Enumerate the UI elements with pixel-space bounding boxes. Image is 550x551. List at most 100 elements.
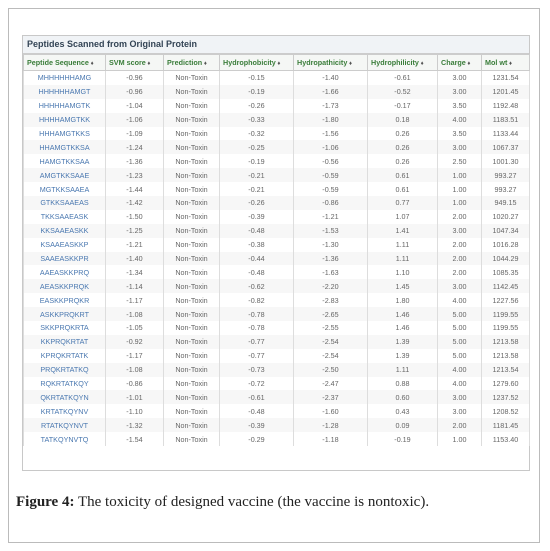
table-row: TKKSAAEASK -1.50 Non-Toxin -0.39 -1.21 1.07 2.… (23, 209, 530, 224)
table-cell: 5.00 (437, 307, 482, 322)
table-cell: Non-Toxin (163, 390, 220, 405)
table-cell: 3.00 (437, 279, 482, 294)
table-cell: 1237.52 (481, 390, 530, 405)
table-cell: 1213.58 (481, 334, 530, 349)
column-header[interactable]: Hydropathicity (293, 54, 368, 71)
table-cell: 1044.29 (481, 251, 530, 266)
column-header[interactable]: Charge (437, 54, 482, 71)
table-cell: 0.61 (367, 182, 438, 197)
table-cell: -1.80 (293, 112, 368, 127)
table-cell: 0.61 (367, 168, 438, 183)
table-cell: -1.54 (105, 432, 164, 447)
table-cell: 1213.54 (481, 362, 530, 377)
table-cell: -0.44 (219, 251, 294, 266)
table-cell: -1.06 (293, 140, 368, 155)
table-cell: -1.60 (293, 404, 368, 419)
table-cell: 0.09 (367, 418, 438, 433)
table-cell: 1.46 (367, 307, 438, 322)
table-row: HHHAMGTKKS -1.09 Non-Toxin -0.32 -1.56 0.26 3.… (23, 126, 530, 141)
table-row: AEASKKPRQK -1.14 Non-Toxin -0.62 -2.20 1.45 3.… (23, 279, 530, 294)
data-table: Peptide SequenceSVM scorePredictionHydro… (23, 54, 530, 447)
column-header[interactable]: Hydrophobicity (219, 54, 294, 71)
table-cell: -0.19 (219, 84, 294, 99)
table-cell: 4.00 (437, 112, 482, 127)
table-cell: 1020.27 (481, 209, 530, 224)
table-cell: -0.77 (219, 348, 294, 363)
peptide-cell: HAMGTKKSAA (23, 154, 106, 169)
table-cell: -0.86 (105, 376, 164, 391)
table-row: HAMGTKKSAA -1.36 Non-Toxin -0.19 -0.56 0.26 2.… (23, 154, 530, 169)
table-cell: 1183.51 (481, 112, 530, 127)
table-cell: Non-Toxin (163, 362, 220, 377)
table-cell: 3.00 (437, 223, 482, 238)
table-cell: -1.14 (105, 279, 164, 294)
table-cell: Non-Toxin (163, 307, 220, 322)
table-cell: 3.00 (437, 404, 482, 419)
table-row: GTKKSAAEAS -1.42 Non-Toxin -0.26 -0.86 0.77 1.… (23, 196, 530, 210)
table-cell: -0.96 (105, 84, 164, 99)
table-cell: 1.00 (437, 168, 482, 183)
table-cell: 993.27 (481, 168, 530, 183)
peptide-cell: HHHAMGTKKS (23, 126, 106, 141)
peptide-cell: KKSAAEASKK (23, 223, 106, 238)
table-cell: 1192.48 (481, 98, 530, 113)
column-header[interactable]: Mol wt (481, 54, 530, 71)
table-cell: 4.00 (437, 293, 482, 308)
table-cell: -0.52 (367, 84, 438, 99)
table-cell: -1.21 (105, 237, 164, 252)
table-panel: Peptides Scanned from Original Protein P… (22, 35, 530, 471)
table-cell: -0.62 (219, 279, 294, 294)
table-cell: -1.24 (105, 140, 164, 155)
column-header[interactable]: Hydrophilicity (367, 54, 438, 71)
table-cell: -1.06 (105, 112, 164, 127)
table-cell: -0.86 (293, 196, 368, 210)
table-cell: -1.36 (293, 251, 368, 266)
table-cell: 1.11 (367, 237, 438, 252)
table-cell: Non-Toxin (163, 348, 220, 363)
table-cell: 1.41 (367, 223, 438, 238)
table-cell: -2.54 (293, 334, 368, 349)
table-cell: 2.00 (437, 237, 482, 252)
table-cell: 3.00 (437, 70, 482, 85)
table-cell: Non-Toxin (163, 112, 220, 127)
table-cell: -1.08 (105, 362, 164, 377)
table-row: KSAAEASKKP -1.21 Non-Toxin -0.38 -1.30 1.11 2.… (23, 237, 530, 252)
table-cell: -0.25 (219, 140, 294, 155)
table-cell: 1.39 (367, 348, 438, 363)
table-cell: 2.00 (437, 265, 482, 280)
table-row: HHHHHHAMGT -0.96 Non-Toxin -0.19 -1.66 -0.52 3… (23, 84, 530, 99)
table-cell: 949.15 (481, 196, 530, 210)
table-cell: 1.00 (437, 196, 482, 210)
table-cell: -2.55 (293, 321, 368, 335)
table-row: HHHHAMGTKK -1.06 Non-Toxin -0.33 -1.80 0.18 4.… (23, 112, 530, 127)
table-cell: -0.48 (219, 404, 294, 419)
table-cell: Non-Toxin (163, 279, 220, 294)
table-cell: 1.11 (367, 362, 438, 377)
table-cell: 0.88 (367, 376, 438, 391)
table-cell: -0.33 (219, 112, 294, 127)
table-cell: 1199.55 (481, 321, 530, 335)
table-row: HHHHHAMGTK -1.04 Non-Toxin -0.26 -1.73 -0.17 3… (23, 98, 530, 113)
table-cell: -0.19 (219, 154, 294, 169)
table-cell: -1.25 (105, 223, 164, 238)
table-cell: 1199.55 (481, 307, 530, 322)
column-header[interactable]: Peptide Sequence (23, 54, 106, 71)
table-row: ASKKPRQKRT -1.08 Non-Toxin -0.78 -2.65 1.46 5.… (23, 307, 530, 322)
column-header[interactable]: Prediction (163, 54, 220, 71)
table-cell: -1.44 (105, 182, 164, 197)
peptide-cell: SAAEASKKPR (23, 251, 106, 266)
table-cell: -2.65 (293, 307, 368, 322)
table-cell: -2.83 (293, 293, 368, 308)
table-cell: Non-Toxin (163, 265, 220, 280)
table-cell: Non-Toxin (163, 182, 220, 197)
table-row: HHAMGTKKSA -1.24 Non-Toxin -0.25 -1.06 0.26 3.… (23, 140, 530, 155)
table-cell: 1.80 (367, 293, 438, 308)
table-cell: -1.36 (105, 154, 164, 169)
header-row: Peptide SequenceSVM scorePredictionHydro… (23, 54, 530, 71)
table-cell: 0.77 (367, 196, 438, 210)
column-header[interactable]: SVM score (105, 54, 164, 71)
table-cell: -1.21 (293, 209, 368, 224)
table-cell: 4.00 (437, 376, 482, 391)
table-cell: 2.00 (437, 418, 482, 433)
table-cell: 0.60 (367, 390, 438, 405)
